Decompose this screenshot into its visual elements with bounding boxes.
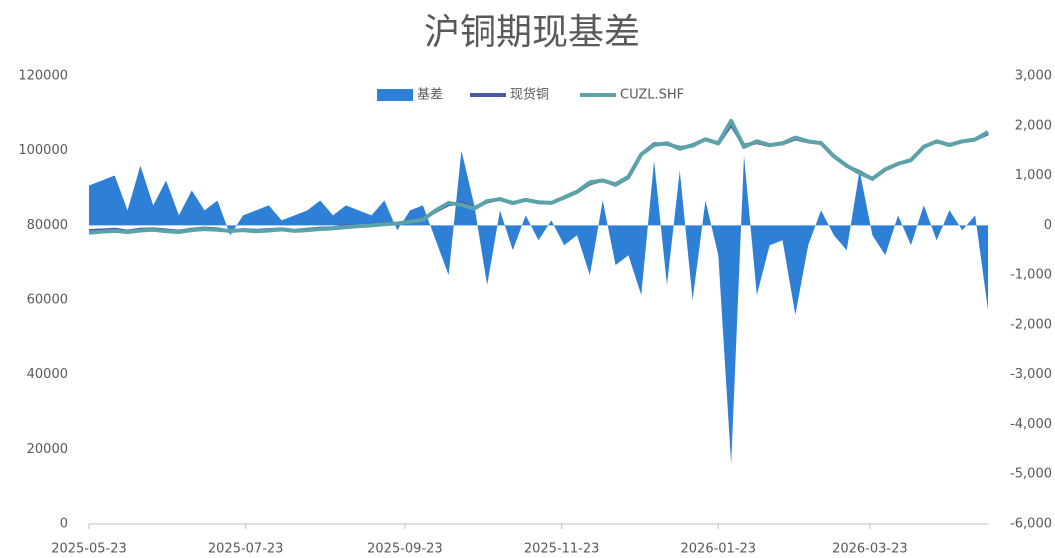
y2-tick-label: -4,000 — [1010, 417, 1052, 432]
x-tick-label: 2025-05-23 — [51, 542, 127, 557]
basis-area — [89, 150, 988, 465]
legend-label: 基差 — [417, 88, 443, 103]
y-tick-label: 60000 — [27, 293, 68, 308]
x-tick-label: 2025-09-23 — [367, 542, 443, 557]
price-line — [88, 118, 990, 235]
y2-tick-label: -3,000 — [1010, 367, 1052, 382]
y2-tick-label: -5,000 — [1010, 467, 1052, 482]
y2-tick-label: 2,000 — [1015, 118, 1052, 133]
x-tick-label: 2025-07-23 — [208, 542, 284, 557]
legend-swatch — [377, 89, 413, 101]
y2-tick-label: -1,000 — [1010, 268, 1052, 283]
y2-tick-label: 0 — [1044, 218, 1052, 233]
y-tick-label: 100000 — [18, 143, 68, 158]
y-tick-label: 40000 — [27, 367, 68, 382]
chart-title: 沪铜期现基差 — [424, 12, 640, 53]
y2-tick-label: 1,000 — [1015, 168, 1052, 183]
x-tick-label: 2026-01-23 — [681, 542, 757, 557]
y2-tick-label: -2,000 — [1010, 317, 1052, 332]
legend-label: 现货铜 — [510, 87, 549, 103]
y2-tick-label: 3,000 — [1015, 69, 1052, 84]
legend-label: CUZL.SHF — [620, 88, 684, 103]
y-tick-label: 20000 — [27, 442, 68, 457]
x-tick-label: 2025-11-23 — [524, 542, 600, 557]
y-tick-label: 120000 — [18, 69, 68, 84]
y-tick-label: 0 — [60, 517, 68, 532]
y-tick-label: 80000 — [27, 218, 68, 233]
x-tick-label: 2026-03-23 — [832, 542, 908, 557]
y2-tick-label: -6,000 — [1010, 517, 1052, 532]
